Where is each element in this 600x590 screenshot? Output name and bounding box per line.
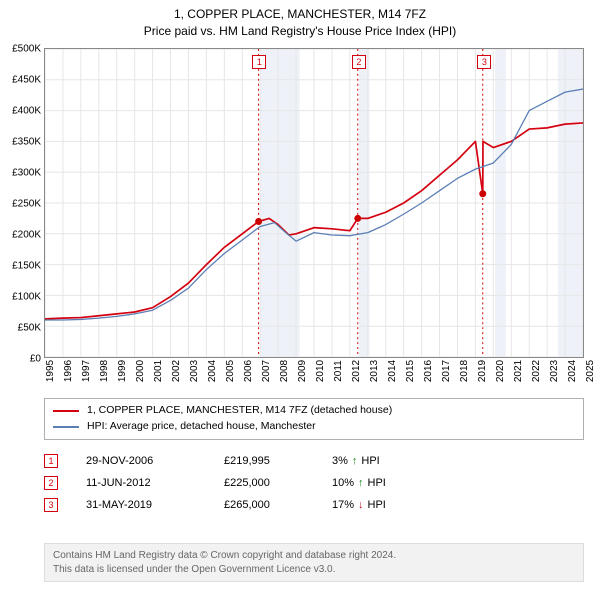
y-tick-label: £400K xyxy=(3,106,45,117)
chart-plot-area: £0£50K£100K£150K£200K£250K£300K£350K£400… xyxy=(44,48,584,358)
x-tick-label: 2006 xyxy=(243,360,254,382)
x-tick-label: 2003 xyxy=(189,360,200,382)
sale-price: £265,000 xyxy=(224,499,304,511)
legend-label: HPI: Average price, detached house, Manc… xyxy=(87,419,316,435)
x-tick-label: 2023 xyxy=(549,360,560,382)
x-tick-label: 2005 xyxy=(225,360,236,382)
sale-marker-box: 2 xyxy=(352,55,366,69)
legend-swatch xyxy=(53,426,79,428)
sale-delta-suffix: HPI xyxy=(368,477,386,489)
y-tick-label: £250K xyxy=(3,199,45,210)
sale-price: £225,000 xyxy=(224,477,304,489)
sale-index-box: 3 xyxy=(44,498,58,512)
sale-index-box: 2 xyxy=(44,476,58,490)
title-subtitle: Price paid vs. HM Land Registry's House … xyxy=(0,23,600,40)
title-address: 1, COPPER PLACE, MANCHESTER, M14 7FZ xyxy=(0,6,600,23)
sale-date: 31-MAY-2019 xyxy=(86,499,196,511)
sale-row: 1 29-NOV-2006 £219,995 3% ↑HPI xyxy=(44,450,584,472)
x-tick-label: 2020 xyxy=(495,360,506,382)
attribution-line-1: Contains HM Land Registry data © Crown c… xyxy=(53,549,575,563)
sale-delta-pct: 10% xyxy=(332,477,354,489)
x-tick-label: 2009 xyxy=(297,360,308,382)
chart-container: 1, COPPER PLACE, MANCHESTER, M14 7FZ Pri… xyxy=(0,0,600,590)
attribution-line-2: This data is licensed under the Open Gov… xyxy=(53,563,575,577)
legend-box: 1, COPPER PLACE, MANCHESTER, M14 7FZ (de… xyxy=(44,398,584,440)
y-tick-label: £150K xyxy=(3,261,45,272)
y-tick-label: £500K xyxy=(3,44,45,55)
x-tick-label: 2021 xyxy=(513,360,524,382)
sale-delta-suffix: HPI xyxy=(368,499,386,511)
sale-delta: 17% ↓ HPI xyxy=(332,499,386,511)
sale-row: 3 31-MAY-2019 £265,000 17% ↓ HPI xyxy=(44,494,584,516)
x-tick-label: 1999 xyxy=(117,360,128,382)
x-tick-label: 1997 xyxy=(81,360,92,382)
sale-index-box: 1 xyxy=(44,454,58,468)
y-tick-label: £200K xyxy=(3,230,45,241)
sale-delta: 10% ↑ HPI xyxy=(332,477,386,489)
legend-swatch xyxy=(53,410,79,412)
x-tick-label: 2001 xyxy=(153,360,164,382)
attribution-box: Contains HM Land Registry data © Crown c… xyxy=(44,543,584,582)
x-tick-label: 2024 xyxy=(567,360,578,382)
arrow-icon: ↑ xyxy=(352,455,358,467)
legend-item: HPI: Average price, detached house, Manc… xyxy=(53,419,575,435)
sale-date: 29-NOV-2006 xyxy=(86,455,196,467)
x-tick-label: 2012 xyxy=(351,360,362,382)
y-tick-label: £300K xyxy=(3,168,45,179)
x-tick-label: 2014 xyxy=(387,360,398,382)
sale-delta-pct: 3% xyxy=(332,455,348,467)
x-tick-label: 2008 xyxy=(279,360,290,382)
title-block: 1, COPPER PLACE, MANCHESTER, M14 7FZ Pri… xyxy=(0,0,600,40)
sale-delta-pct: 17% xyxy=(332,499,354,511)
x-tick-label: 1996 xyxy=(63,360,74,382)
arrow-icon: ↓ xyxy=(358,499,364,511)
sale-date: 11-JUN-2012 xyxy=(86,477,196,489)
sale-delta: 3% ↑HPI xyxy=(332,455,380,467)
x-tick-label: 2010 xyxy=(315,360,326,382)
x-tick-label: 2000 xyxy=(135,360,146,382)
chart-svg xyxy=(45,49,583,357)
x-tick-label: 2016 xyxy=(423,360,434,382)
x-tick-label: 2025 xyxy=(585,360,596,382)
x-tick-label: 2002 xyxy=(171,360,182,382)
x-tick-label: 2013 xyxy=(369,360,380,382)
sale-delta-suffix: HPI xyxy=(361,455,379,467)
y-tick-label: £50K xyxy=(3,323,45,334)
sale-row: 2 11-JUN-2012 £225,000 10% ↑ HPI xyxy=(44,472,584,494)
legend-panel: 1, COPPER PLACE, MANCHESTER, M14 7FZ (de… xyxy=(44,398,584,516)
x-tick-label: 2007 xyxy=(261,360,272,382)
sale-marker-box: 1 xyxy=(252,55,266,69)
x-tick-label: 2004 xyxy=(207,360,218,382)
y-tick-label: £350K xyxy=(3,137,45,148)
x-tick-label: 2019 xyxy=(477,360,488,382)
x-tick-label: 2022 xyxy=(531,360,542,382)
sales-table: 129-NOV-2006£219,9953%↑HPI211-JUN-2012£2… xyxy=(44,450,584,516)
x-tick-label: 1998 xyxy=(99,360,110,382)
legend-item: 1, COPPER PLACE, MANCHESTER, M14 7FZ (de… xyxy=(53,403,575,419)
x-tick-label: 2015 xyxy=(405,360,416,382)
x-tick-label: 2011 xyxy=(333,360,344,382)
y-tick-label: £100K xyxy=(3,292,45,303)
arrow-icon: ↑ xyxy=(358,477,364,489)
sale-marker-box: 3 xyxy=(477,55,491,69)
sale-price: £219,995 xyxy=(224,455,304,467)
y-tick-label: £450K xyxy=(3,75,45,86)
y-tick-label: £0 xyxy=(3,354,45,365)
x-tick-label: 2017 xyxy=(441,360,452,382)
x-tick-label: 1995 xyxy=(45,360,56,382)
legend-label: 1, COPPER PLACE, MANCHESTER, M14 7FZ (de… xyxy=(87,403,392,419)
x-tick-label: 2018 xyxy=(459,360,470,382)
